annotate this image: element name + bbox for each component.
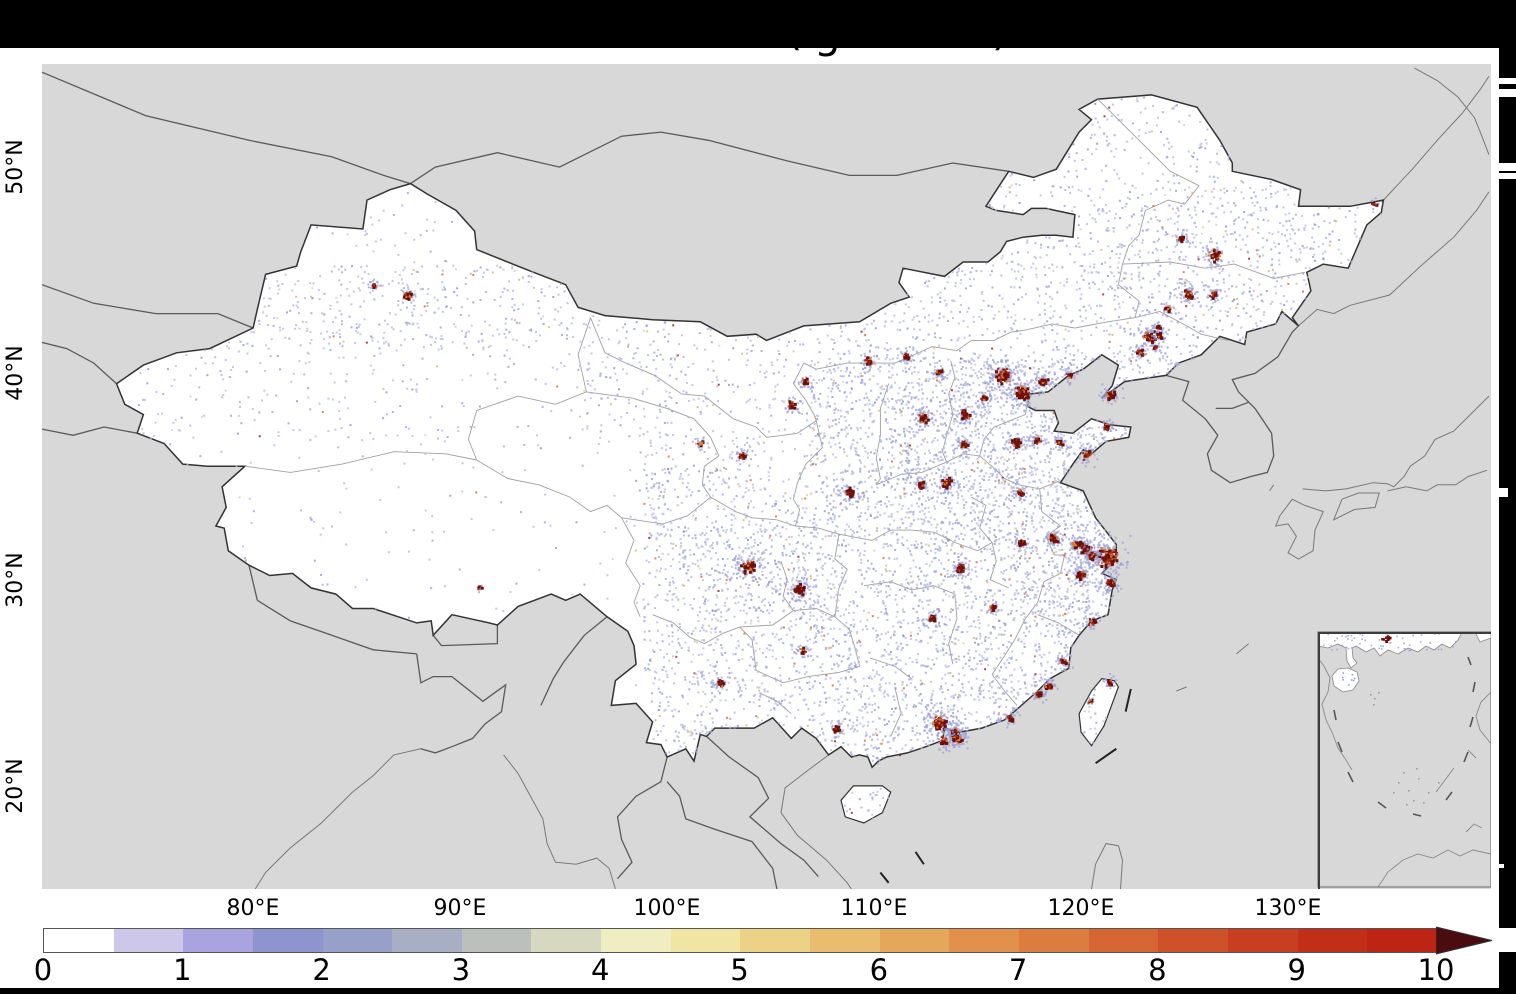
hainan-island (840, 785, 892, 824)
colorbar-segment (1367, 929, 1437, 952)
lon-tick-label: 110°E (840, 896, 908, 921)
colorbar-segment (183, 929, 253, 952)
lon-tick-label: 80°E (226, 896, 280, 921)
colorbar-tick-label: 3 (451, 953, 471, 987)
colorbar-segment (1018, 929, 1089, 952)
colorbar-segment (392, 929, 462, 952)
inset-dash-line (1333, 656, 1476, 817)
colorbar-segment (949, 929, 1019, 952)
title-fragment: g (814, 48, 841, 55)
colorbar-segment (1227, 929, 1298, 952)
colorbar-segment (810, 929, 880, 952)
colorbar-segment (879, 929, 950, 952)
right-black-strip (1499, 0, 1516, 994)
inset-coastlines (1318, 657, 1491, 887)
top-black-bar (0, 0, 1516, 48)
colorbar (43, 928, 1438, 953)
colorbar-tick-label: 1 (173, 953, 192, 987)
map-svg (42, 64, 1491, 889)
colorbar-segment (252, 929, 323, 952)
colorbar-segment (1297, 929, 1368, 952)
colorbar-segment (670, 929, 741, 952)
colorbar-segment (461, 929, 532, 952)
right-strip-gap (1499, 488, 1508, 497)
lon-tick-label: 120°E (1047, 896, 1115, 921)
china-landmass (115, 94, 1385, 769)
colorbar-tick-label: 4 (590, 953, 610, 987)
taiwan-island (1078, 677, 1120, 747)
title-strip: ( g ) (0, 48, 1499, 64)
lon-tick-label: 130°E (1254, 896, 1322, 921)
colorbar-tick-label: 2 (312, 953, 331, 987)
right-strip-gap (1499, 864, 1504, 868)
emission-dots (137, 96, 1383, 820)
colorbar-segment (113, 929, 184, 952)
colorbar-tick-label: 0 (33, 953, 53, 987)
title-fragment: ( (786, 48, 802, 52)
colorbar-segment (740, 929, 811, 952)
china-map (42, 64, 1491, 889)
right-strip-gap (1499, 173, 1516, 179)
colorbar-tick-label: 10 (1417, 953, 1455, 987)
inset-island-specks (1370, 692, 1440, 806)
colorbar-segment (322, 929, 393, 952)
colorbar-tick-label: 6 (869, 953, 889, 987)
title-fragment: ) (992, 48, 1008, 52)
lon-tick-label: 90°E (433, 896, 487, 921)
lat-tick-label: 40°N (2, 345, 28, 402)
colorbar-segment (1158, 929, 1228, 952)
lat-tick-label: 50°N (2, 139, 28, 195)
right-strip-gap (1499, 163, 1516, 171)
colorbar-arrow (1436, 926, 1493, 955)
colorbar-tick-label: 7 (1008, 953, 1028, 987)
inset-taiwan-tip (1474, 632, 1491, 643)
colorbar-tick-label: 9 (1287, 953, 1306, 987)
right-strip-gap (1499, 78, 1516, 84)
scs-inset (1317, 631, 1491, 889)
lon-tick-label: 100°E (633, 896, 701, 921)
colorbar-segment (1088, 929, 1159, 952)
colorbar-tick-label: 8 (1148, 953, 1167, 987)
colorbar-segment (44, 929, 114, 952)
dash-line-segments (879, 688, 1132, 884)
lat-tick-label: 30°N (2, 551, 28, 608)
bottom-black-bar (0, 988, 1516, 994)
right-strip-gap (1499, 928, 1516, 952)
lat-tick-label: 20°N (2, 758, 28, 814)
neighbor-country-borders (42, 71, 1299, 889)
right-strip-gap (1499, 89, 1516, 97)
colorbar-segment (531, 929, 602, 952)
colorbar-tick-label: 5 (730, 953, 749, 987)
coastlines (254, 67, 1490, 889)
colorbar-segment (601, 929, 671, 952)
